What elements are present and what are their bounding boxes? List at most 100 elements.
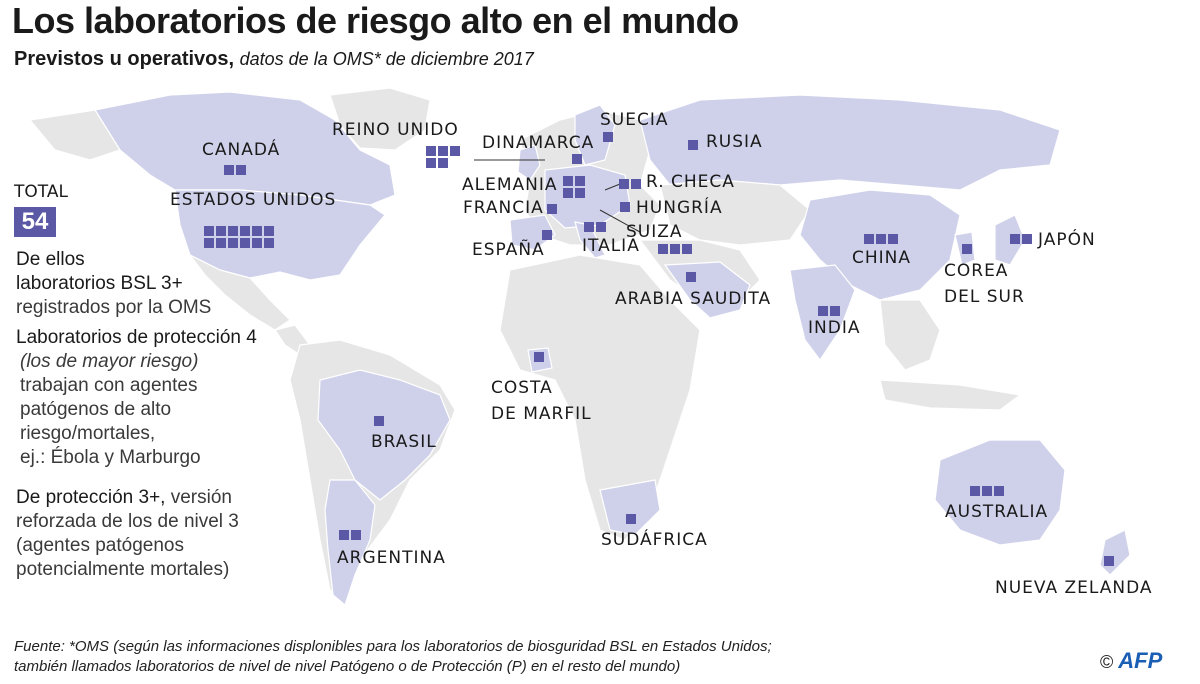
lab-marker [686, 272, 696, 282]
legend-p4-line1: trabajan con agentes [20, 375, 198, 396]
lab-marker [240, 238, 250, 248]
country-label: Suecia [600, 110, 669, 130]
country-label: Reino Unido [332, 120, 459, 140]
lab-marker [584, 222, 594, 232]
lab-marker [450, 146, 460, 156]
country-label: Sudáfrica [601, 530, 708, 550]
southeast-asia-shape [879, 299, 941, 371]
lab-marker [547, 204, 557, 214]
new-zealand-shape [1099, 529, 1131, 576]
country-label: Arabia Saudita [615, 289, 772, 309]
lab-marker [830, 306, 840, 316]
country-label: Francia [463, 198, 544, 218]
legend-p4-title: Laboratorios de protección 4 [16, 327, 257, 348]
lab-marker [374, 416, 384, 426]
credit: © AFP [1100, 648, 1162, 674]
legend: De ellos laboratorios BSL 3+ registrados… [16, 248, 257, 582]
country-label: R. Checa [646, 172, 735, 192]
lab-marker [620, 202, 630, 212]
legend-p4-line4: ej.: Ébola y Marburgo [20, 447, 201, 468]
lab-marker [563, 176, 573, 186]
brazil-shape [317, 369, 451, 501]
mexico-shape [189, 254, 291, 331]
legend-bsl-sub: registrados por la OMS [16, 297, 212, 318]
legend-p4-line3: riesgo/mortales, [20, 423, 156, 444]
lab-marker [252, 226, 262, 236]
central-asia-shape [659, 179, 811, 246]
legend-p3-rest: versión [170, 487, 232, 508]
country-label: Corea del Sur [944, 261, 1025, 307]
lab-marker [864, 234, 874, 244]
legend-bsl-title: laboratorios BSL 3+ [16, 273, 183, 294]
lab-marker [534, 352, 544, 362]
country-label: Italia [582, 236, 640, 256]
lab-marker [252, 238, 262, 248]
legend-p3-heading: De protección 3+, versión [16, 486, 257, 510]
lab-marker [603, 132, 613, 142]
country-label: Canadá [202, 140, 281, 160]
indonesia-shape [879, 379, 1022, 411]
country-label: Alemania [462, 175, 558, 195]
subtitle-bold: Previstos u operativos, [14, 48, 235, 70]
lab-marker [631, 179, 641, 189]
page-subtitle: Previstos u operativos, datos de la OMS*… [14, 48, 534, 71]
subtitle-italic: datos de la OMS* de diciembre 2017 [239, 49, 534, 69]
footer-source: Fuente: *OMS (según las informaciones di… [14, 637, 772, 677]
lab-marker [204, 238, 214, 248]
lab-marker [670, 244, 680, 254]
argentina-shape [324, 479, 376, 607]
country-label: Brasil [371, 432, 437, 452]
lab-marker [426, 158, 436, 168]
lab-marker [351, 530, 361, 540]
lab-marker [1022, 234, 1032, 244]
lab-marker [994, 486, 1004, 496]
legend-p3-line1: reforzada de los de nivel 3 [16, 511, 239, 532]
canada-shape [94, 91, 396, 206]
uk-shape [517, 144, 541, 181]
lab-marker [682, 244, 692, 254]
lab-marker [216, 238, 226, 248]
country-label: Argentina [337, 548, 446, 568]
south-africa-shape [599, 479, 661, 536]
footer-line-2: también llamados laboratorios de nivel d… [14, 658, 681, 675]
lab-marker [572, 154, 582, 164]
total-value: 54 [14, 207, 56, 237]
lab-marker [818, 306, 828, 316]
lab-marker [240, 226, 250, 236]
iberia-shape [509, 214, 556, 251]
country-label: Hungría [636, 198, 723, 218]
lab-marker [626, 514, 636, 524]
lab-marker [982, 486, 992, 496]
lab-marker [542, 230, 552, 240]
country-label: Costa de Marfil [491, 378, 592, 424]
lab-marker [438, 146, 448, 156]
legend-bsl-intro: De ellos [16, 249, 85, 270]
footer-line-1: Fuente: *OMS (según las informaciones di… [14, 638, 772, 655]
lab-marker [438, 158, 448, 168]
lab-marker [970, 486, 980, 496]
country-label: India [808, 318, 861, 338]
lab-marker [1104, 556, 1114, 566]
lab-marker [216, 226, 226, 236]
country-label: Australia [945, 502, 1049, 522]
country-label: Estados Unidos [170, 190, 337, 210]
legend-p3-line2: (agentes patógenos [16, 535, 184, 556]
greenland-shape [329, 87, 431, 151]
scandinavia-shape [574, 104, 616, 166]
copyright-symbol: © [1100, 652, 1114, 672]
legend-p3-line3: potencialmente mortales) [16, 559, 230, 580]
lab-marker [426, 146, 436, 156]
page-title: Los laboratorios de riesgo alto en el mu… [12, 0, 739, 41]
lab-marker [339, 530, 349, 540]
lab-marker [228, 226, 238, 236]
total-label: TOTAL [14, 182, 68, 202]
country-label: Dinamarca [482, 133, 595, 153]
lab-marker [575, 176, 585, 186]
country-label: Japón [1038, 230, 1096, 250]
country-label: Nueva Zelanda [995, 578, 1153, 598]
country-label: Rusia [706, 132, 763, 152]
lab-marker [876, 234, 886, 244]
country-label: China [852, 248, 912, 268]
country-label: España [472, 240, 545, 260]
lab-marker [204, 226, 214, 236]
